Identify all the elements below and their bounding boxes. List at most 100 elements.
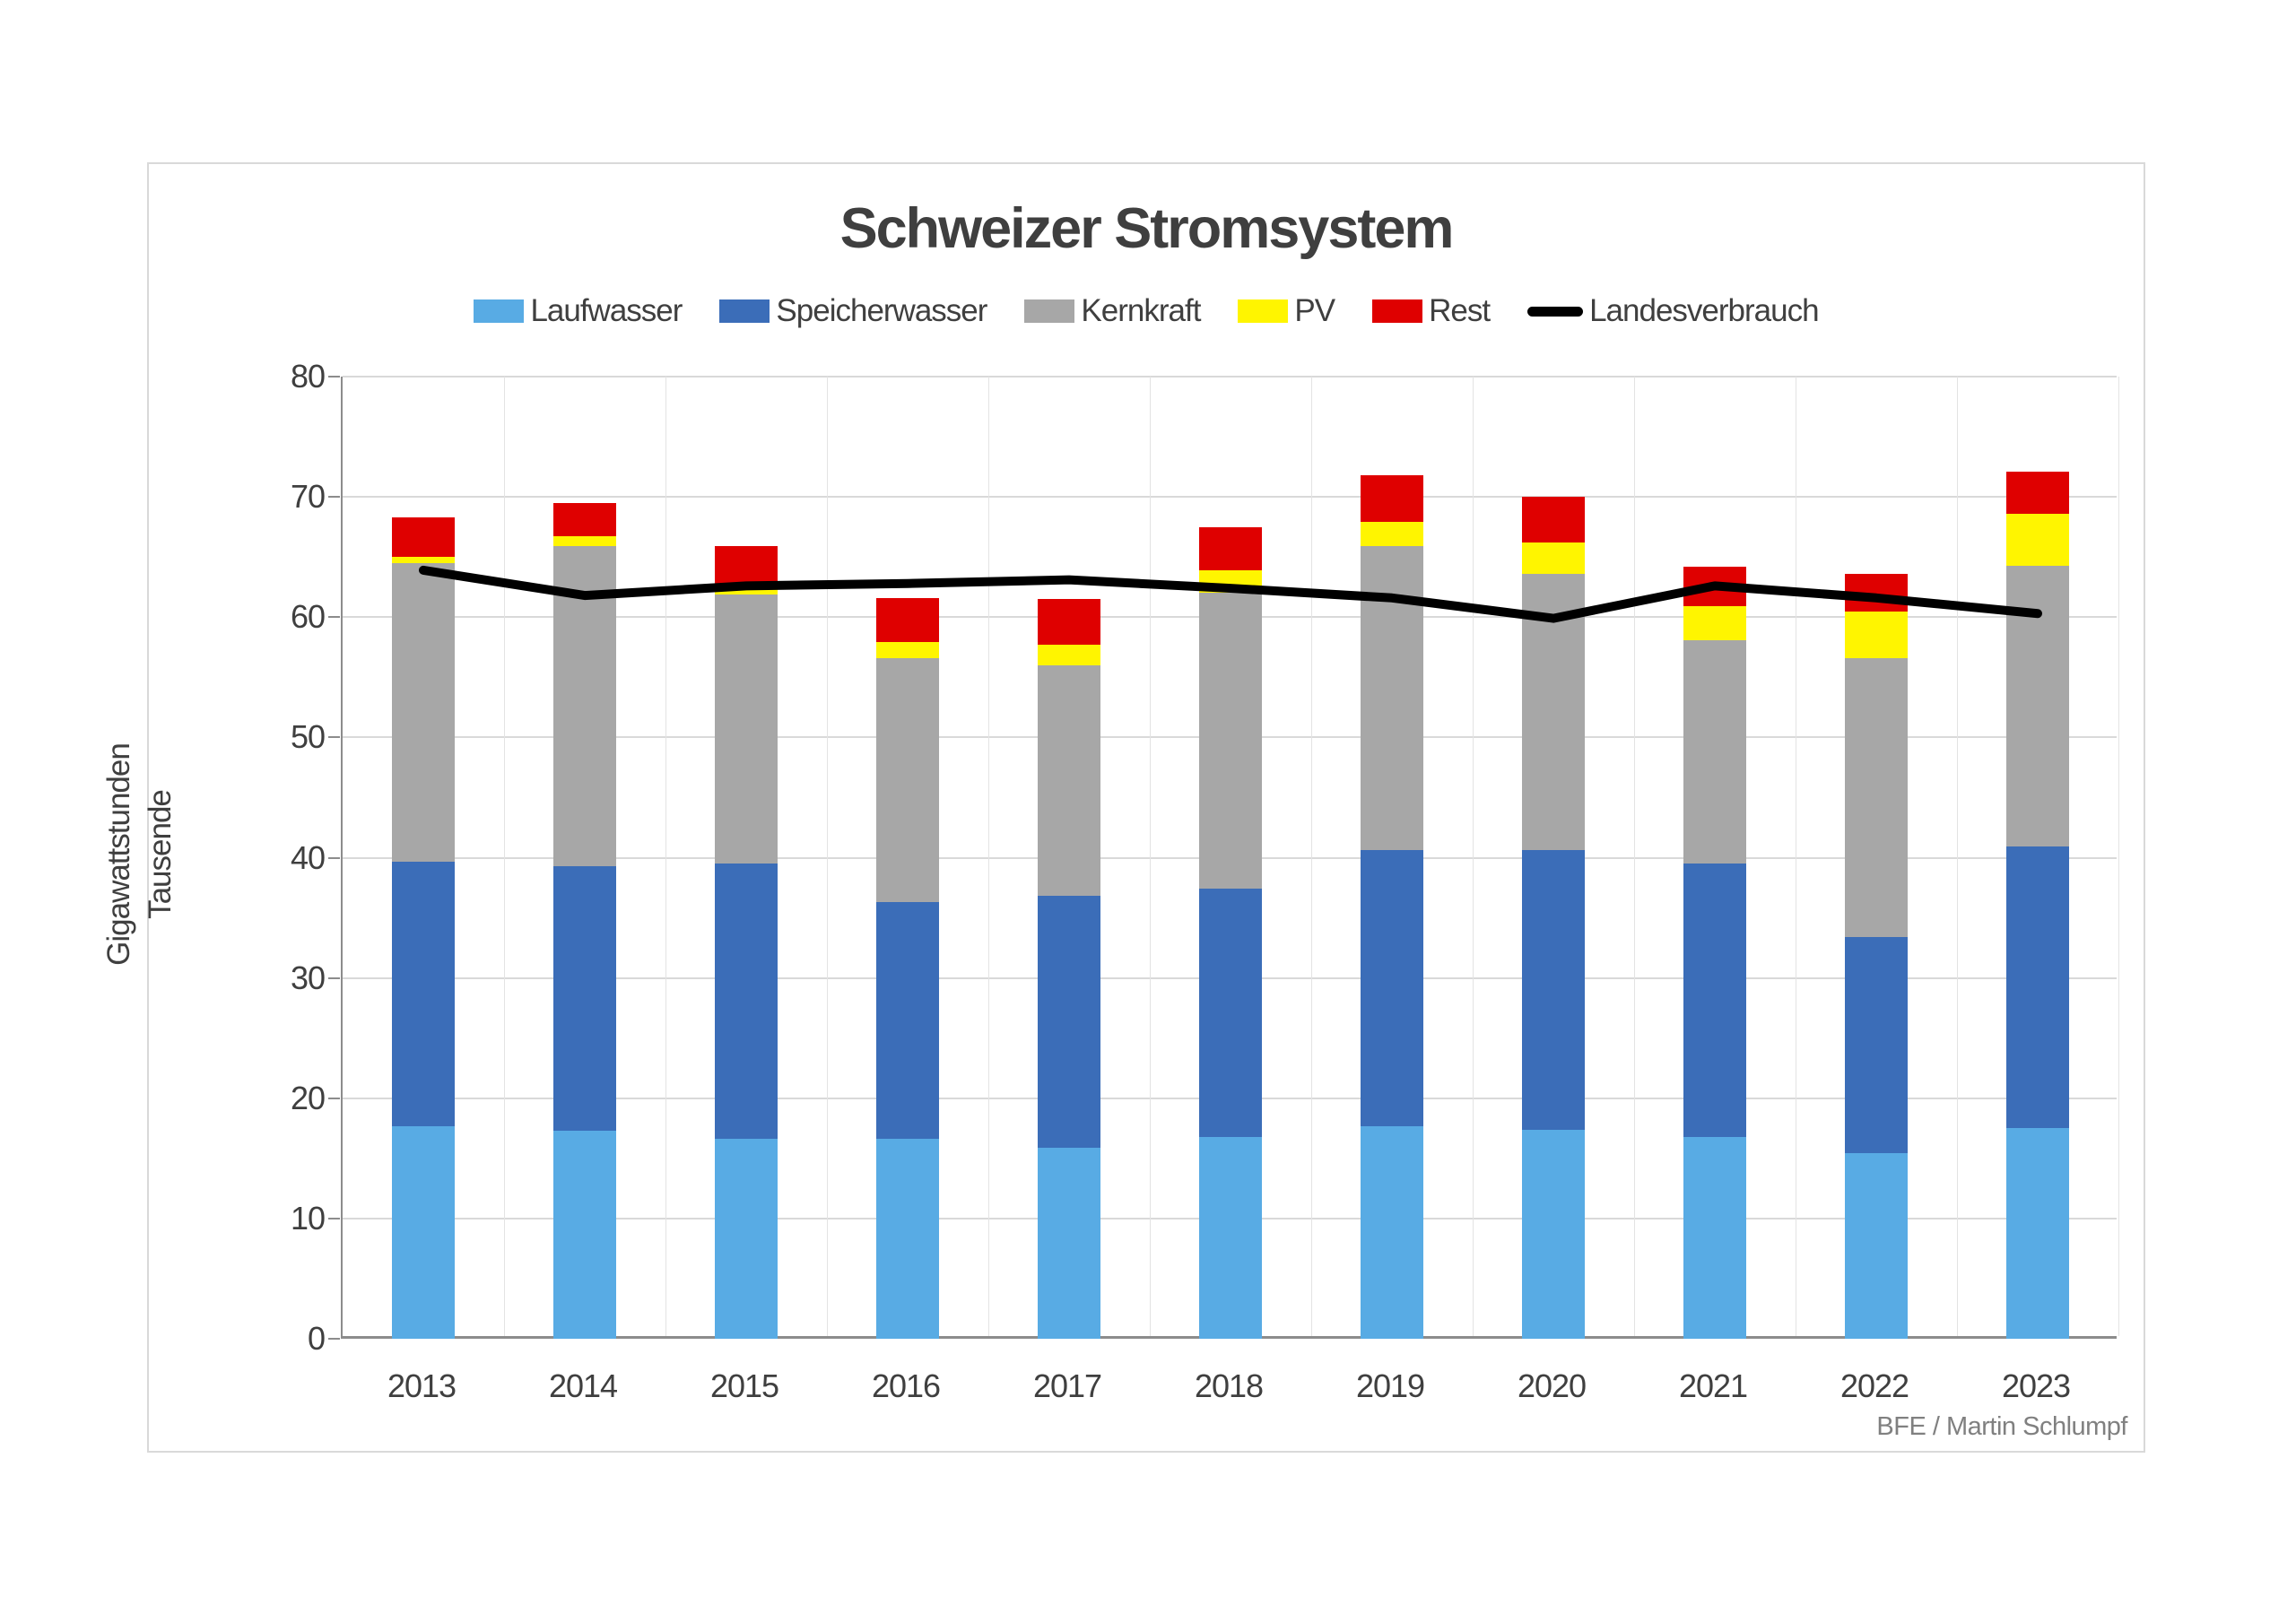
source-attribution: BFE / Martin Schlumpf — [1876, 1412, 2127, 1441]
bar-2023-laufwasser — [2006, 1128, 2069, 1339]
bar-2013-laufwasser — [392, 1125, 455, 1339]
bar-2019-rest — [1361, 474, 1423, 523]
bar-2016-pv — [876, 642, 939, 658]
bar-2015-kernkraft — [715, 594, 778, 864]
bar-2022-pv — [1845, 611, 1908, 658]
y-axis-title-line1: Gigawattstunden — [101, 743, 136, 966]
bar-2019-laufwasser — [1361, 1125, 1423, 1339]
x-axis-label-2014: 2014 — [548, 1367, 618, 1404]
legend-label: Landesverbrauch — [1589, 293, 1819, 328]
y-axis-label-30: 30 — [290, 959, 326, 996]
y-axis-tick-60 — [328, 616, 340, 619]
legend-swatch-icon — [1372, 299, 1423, 323]
legend: Laufwasser Speicherwasser Kernkraft PV Rest L… — [149, 293, 2144, 329]
x-axis-label-2020: 2020 — [1517, 1367, 1587, 1404]
gridline-x-boundary-6 — [1310, 377, 1312, 1336]
bar-2021-pv — [1683, 606, 1746, 640]
legend-item-kernkraft: Kernkraft — [1024, 293, 1201, 329]
bar-2023-rest — [2006, 471, 2069, 514]
bar-2013-kernkraft — [392, 562, 455, 862]
line-overlay — [419, 565, 2042, 623]
x-axis-label-2016: 2016 — [871, 1367, 941, 1404]
bar-2016-kernkraft — [876, 657, 939, 903]
bar-2017-laufwasser — [1038, 1147, 1100, 1339]
x-axis-label-2022: 2022 — [1839, 1367, 1909, 1404]
bar-2018-kernkraft — [1199, 593, 1262, 890]
bar-2013-pv — [392, 557, 455, 563]
gridline-x-boundary-1 — [503, 377, 505, 1336]
bar-2023-pv — [2006, 513, 2069, 566]
x-axis-label-2019: 2019 — [1355, 1367, 1425, 1404]
x-axis-label-2023: 2023 — [2001, 1367, 2071, 1404]
legend-swatch-icon — [474, 299, 525, 323]
chart-title: Schweizer Stromsystem — [839, 197, 1455, 260]
y-axis-label-60: 60 — [290, 598, 326, 636]
x-axis-label-2021: 2021 — [1678, 1367, 1748, 1404]
bar-2022-kernkraft — [1845, 657, 1908, 937]
gridline-x-boundary-5 — [1149, 377, 1151, 1336]
legend-swatch-icon — [1024, 299, 1075, 323]
gridline-x-boundary-3 — [826, 377, 828, 1336]
legend-item-landesverbrauch: Landesverbrauch — [1527, 293, 1820, 329]
legend-label: Kernkraft — [1081, 293, 1201, 328]
x-axis-label-2013: 2013 — [387, 1367, 457, 1404]
bar-2020-rest — [1522, 497, 1585, 543]
bar-2021-laufwasser — [1683, 1136, 1746, 1339]
legend-label: Rest — [1429, 293, 1491, 328]
y-axis-label-0: 0 — [307, 1320, 326, 1357]
legend-item-rest: Rest — [1372, 293, 1491, 329]
plot-area — [341, 376, 2119, 1339]
y-axis-label-40: 40 — [290, 838, 326, 876]
bar-2016-rest — [876, 597, 939, 643]
bar-2021-speicherwasser — [1683, 864, 1746, 1137]
y-axis-tick-50 — [328, 736, 340, 739]
y-axis-label-10: 10 — [290, 1199, 326, 1237]
legend-swatch-icon — [719, 299, 770, 323]
legend-item-speicherwasser: Speicherwasser — [719, 293, 987, 329]
gridline-x-boundary-10 — [1956, 377, 1958, 1336]
x-axis-label-2018: 2018 — [1194, 1367, 1264, 1404]
bar-2014-speicherwasser — [553, 865, 616, 1131]
bar-2014-rest — [553, 502, 616, 537]
bar-2017-pv — [1038, 645, 1100, 665]
bar-2013-rest — [392, 516, 455, 558]
bar-2021-kernkraft — [1683, 639, 1746, 864]
legend-line-icon — [1527, 306, 1584, 317]
y-axis-tick-10 — [328, 1217, 340, 1219]
legend-item-pv: PV — [1238, 293, 1335, 329]
gridline-x-boundary-2 — [665, 377, 666, 1336]
gridline-y-80 — [343, 376, 2117, 378]
x-axis-label-2015: 2015 — [709, 1367, 779, 1404]
bar-2017-rest — [1038, 599, 1100, 646]
gridline-x-boundary-4 — [987, 377, 989, 1336]
y-axis-label-20: 20 — [290, 1079, 326, 1116]
bar-2015-laufwasser — [715, 1139, 778, 1339]
gridline-x-boundary-8 — [1633, 377, 1635, 1336]
bar-2017-kernkraft — [1038, 664, 1100, 897]
chart-frame: Schweizer Stromsystem Laufwasser Speicher… — [101, 162, 2145, 1453]
gridline-x-boundary-7 — [1472, 377, 1474, 1336]
bar-2014-laufwasser — [553, 1130, 616, 1339]
bar-2020-laufwasser — [1522, 1129, 1585, 1339]
y-axis-tick-30 — [328, 976, 340, 979]
bar-2017-speicherwasser — [1038, 896, 1100, 1148]
y-axis-tick-80 — [328, 376, 340, 378]
y-axis-label-80: 80 — [290, 358, 326, 395]
bar-2016-speicherwasser — [876, 902, 939, 1140]
bar-2018-speicherwasser — [1199, 889, 1262, 1137]
bar-2015-speicherwasser — [715, 864, 778, 1140]
legend-item-laufwasser: Laufwasser — [474, 293, 683, 329]
bar-2014-pv — [553, 536, 616, 547]
bar-2018-rest — [1199, 526, 1262, 570]
y-axis-tick-0 — [328, 1338, 340, 1340]
bar-2019-speicherwasser — [1361, 850, 1423, 1126]
bar-2023-speicherwasser — [2006, 846, 2069, 1129]
line-landesverbrauch — [419, 565, 2042, 623]
bar-2013-speicherwasser — [392, 861, 455, 1126]
bar-2018-laufwasser — [1199, 1136, 1262, 1339]
y-axis-label-50: 50 — [290, 718, 326, 756]
legend-label: Speicherwasser — [776, 293, 987, 328]
bar-2022-speicherwasser — [1845, 937, 1908, 1154]
legend-label: Laufwasser — [530, 293, 683, 328]
